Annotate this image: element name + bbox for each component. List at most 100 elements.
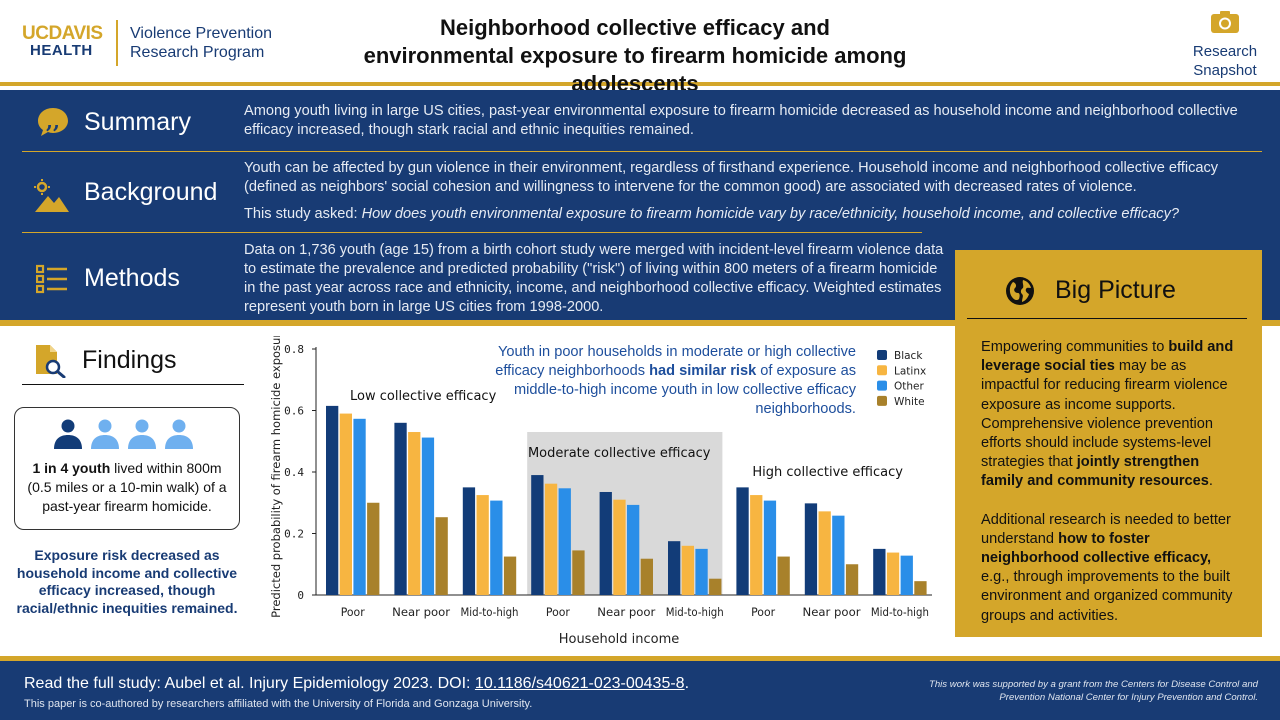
bar-latinx-3 <box>544 483 558 595</box>
x-category-label: Poor <box>341 605 365 619</box>
y-tick-label: 0.6 <box>284 405 304 418</box>
bar-white-6 <box>777 556 790 595</box>
legend-entry: Latinx <box>894 365 926 377</box>
findings-label: Findings <box>82 346 177 374</box>
background-question-line: This study asked: How does youth environ… <box>244 205 1269 224</box>
bp-p1-d: jointly strengthen family and community … <box>981 454 1209 490</box>
grant-note: This work was supported by a grant from … <box>928 679 1258 703</box>
bar-other-7 <box>832 515 845 595</box>
document-search-icon <box>36 345 66 378</box>
y-tick-label: 0.8 <box>284 343 304 356</box>
bp-p2-a: Additional research is needed to better … <box>981 511 1231 547</box>
bar-black-6 <box>736 487 749 595</box>
bar-latinx-8 <box>886 552 900 595</box>
y-tick-label: 0 <box>297 589 304 602</box>
header: UCDAVIS HEALTH Violence Prevention Resea… <box>0 0 1280 96</box>
bar-white-4 <box>640 558 653 595</box>
legend-swatch <box>877 350 887 360</box>
x-category-label: Mid-to-high <box>461 605 519 619</box>
bar-other-3 <box>558 488 571 595</box>
group-label: Moderate collective efficacy <box>528 446 711 461</box>
bp-p2-b: how to foster neighborhood collective ef… <box>981 530 1212 567</box>
logo-divider <box>116 20 118 66</box>
chart-note-a: Youth in poor households in moderate or … <box>495 344 856 379</box>
x-category-label: Poor <box>751 605 775 619</box>
snapshot-line-1: Research <box>1192 43 1258 60</box>
bar-black-4 <box>599 491 612 595</box>
youth-stat-bold: 1 in 4 youth <box>32 460 111 476</box>
bar-black-8 <box>873 548 886 595</box>
youth-stat-rest: lived within 800m (0.5 miles or a 10-min… <box>27 460 227 514</box>
title-line-1: Neighborhood collective efficacy and <box>440 15 830 40</box>
program-line-2: Research Program <box>130 44 265 61</box>
big-picture-label: Big Picture <box>1055 276 1176 304</box>
legend-swatch <box>877 395 887 406</box>
svg-text:,,: ,, <box>46 109 60 133</box>
bar-other-1 <box>421 437 435 595</box>
bar-other-4 <box>627 504 640 595</box>
bar-black-3 <box>531 475 544 595</box>
landscape-sun-icon <box>34 179 69 212</box>
bar-latinx-6 <box>750 495 763 595</box>
legend-swatch <box>877 380 887 391</box>
x-category-label: Poor <box>546 605 570 619</box>
camera-icon <box>1211 11 1239 33</box>
citation: Read the full study: Aubel et al. Injury… <box>24 674 689 694</box>
bar-latinx-5 <box>681 545 694 595</box>
summary-text: Among youth living in large US cities, p… <box>244 103 1238 138</box>
coauthor-note: This paper is co-authored by researchers… <box>24 698 533 710</box>
citation-prefix: Read the full study: Aubel et al. Injury… <box>24 675 475 692</box>
x-category-label: Near poor <box>392 605 450 619</box>
bar-other-2 <box>490 500 503 595</box>
bar-white-0 <box>367 502 380 595</box>
x-axis-title: Household income <box>559 632 680 647</box>
bar-latinx-7 <box>818 511 831 595</box>
methods-text: Data on 1,736 youth (age 15) from a birt… <box>244 242 944 315</box>
legend-entry: White <box>894 396 925 408</box>
group-label: High collective efficacy <box>752 465 903 480</box>
logo-ucdavis: UCDAVIS <box>22 23 103 44</box>
bar-white-3 <box>572 550 585 595</box>
legend-swatch <box>877 365 887 376</box>
summary-label: Summary <box>84 108 191 136</box>
bar-latinx-0 <box>339 413 352 595</box>
bar-other-6 <box>763 500 777 595</box>
bar-white-2 <box>503 556 517 595</box>
bar-white-5 <box>709 578 722 595</box>
bar-other-0 <box>353 418 366 595</box>
background-divider <box>22 232 922 233</box>
bar-black-1 <box>394 422 407 595</box>
legend-entry: Black <box>894 350 923 362</box>
bar-black-7 <box>804 503 818 595</box>
background-text: Youth can be affected by gun violence in… <box>244 160 1219 195</box>
background-label: Background <box>84 178 218 206</box>
summary-divider <box>22 151 1262 152</box>
bp-p1-e: . <box>1208 473 1213 490</box>
bp-p1-a: Empowering communities to <box>981 339 1169 355</box>
bp-p1-b: build and leverage social ties <box>981 339 1234 375</box>
bar-latinx-1 <box>408 432 421 595</box>
findings-divider <box>22 384 244 385</box>
checklist-icon <box>36 264 67 294</box>
research-snapshot-badge: Research Snapshot <box>1190 10 1260 80</box>
chart-note-c: of exposure as middle-to-high income you… <box>513 363 856 417</box>
bar-other-8 <box>900 555 913 595</box>
y-tick-label: 0.4 <box>284 466 304 479</box>
bar-white-1 <box>435 517 448 595</box>
page-title: Neighborhood collective efficacy and env… <box>320 14 950 98</box>
doi-link[interactable]: 10.1186/s40621-023-00435-8 <box>474 675 685 692</box>
bar-other-5 <box>695 548 708 595</box>
bar-white-8 <box>914 581 927 595</box>
bp-p1-c: may be as impactful for reducing firearm… <box>981 358 1228 471</box>
citation-suffix: . <box>684 675 690 692</box>
bar-black-2 <box>462 487 476 595</box>
y-tick-label: 0.2 <box>284 528 304 541</box>
footer: Read the full study: Aubel et al. Injury… <box>0 656 1280 720</box>
group-label: Low collective efficacy <box>350 389 497 404</box>
chart-annotation: Youth in poor households in moderate or … <box>494 343 856 419</box>
chart-note-b: had similar risk <box>649 363 757 379</box>
legend-entry: Other <box>894 381 924 393</box>
speech-bubble-icon: ,, <box>38 108 68 136</box>
bp-p2-c: e.g., through improvements to the built … <box>981 569 1233 624</box>
